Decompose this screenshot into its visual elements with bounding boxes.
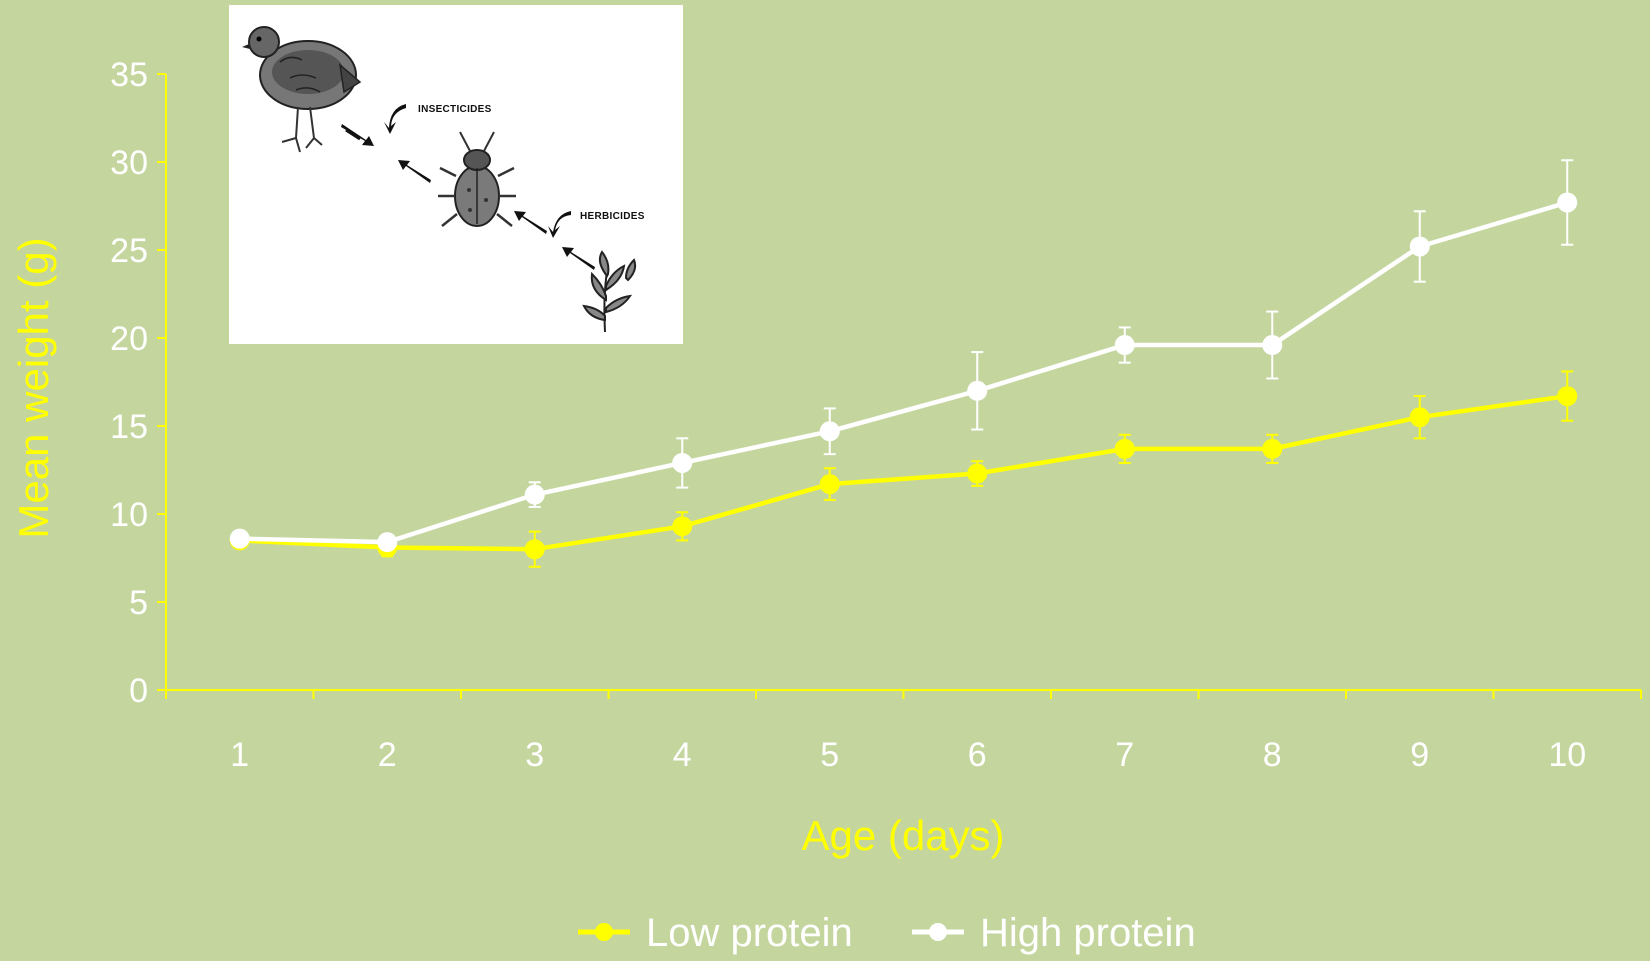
data-point [1114,438,1135,459]
data-point [229,528,250,549]
series-line [239,393,1568,552]
beetle-icon [438,131,516,227]
data-point [524,484,545,505]
x-tick-label: 5 [820,736,839,774]
plant-icon [582,250,637,333]
y-tick-label: 35 [110,56,148,94]
x-tick-label: 6 [968,736,987,774]
x-tick-label: 10 [1548,736,1586,774]
data-point [1262,438,1283,459]
y-tick-label: 0 [129,672,148,710]
legend-marker-high-protein [929,923,947,941]
x-axis-title: Age (days) [801,812,1004,859]
data-point [672,452,693,473]
data-point [819,474,840,495]
x-tick-label: 1 [230,736,249,774]
y-tick-label: 30 [110,144,148,182]
data-point [967,463,988,484]
inset-label-herbicides: HERBICIDES [580,211,645,222]
data-point [524,539,545,560]
x-tick-label: 8 [1263,736,1282,774]
legend: Low protein High protein [578,911,1196,955]
series-line [239,200,1568,545]
x-tick-label: 3 [525,736,544,774]
legend-item-low-protein: Low protein [578,911,853,955]
series-layer [229,159,1578,568]
axes: 0 5 10 15 20 25 30 35 1 2 3 4 5 6 7 8 9 10 [110,56,1642,774]
y-tick-label: 10 [110,496,148,534]
x-tick-label: 2 [378,736,397,774]
legend-marker-low-protein [595,923,613,941]
y-tick-label: 25 [110,232,148,270]
y-tick-label: 5 [129,584,148,622]
y-tick-label: 15 [110,408,148,446]
data-point [819,421,840,442]
series-low-protein [229,370,1578,568]
legend-item-high-protein: High protein [912,911,1196,955]
data-point [1409,236,1430,257]
x-tick-label: 7 [1115,736,1134,774]
inset-label-insecticides: INSECTICIDES [418,104,492,115]
legend-label-high-protein: High protein [980,911,1196,955]
data-point [967,380,988,401]
data-point [377,532,398,553]
x-tick-label: 9 [1410,736,1429,774]
data-point [1114,335,1135,356]
arrow-icon [341,104,595,270]
legend-label-low-protein: Low protein [646,911,853,955]
x-tick-label: 4 [673,736,692,774]
data-point [1557,386,1578,407]
y-tick-label: 20 [110,320,148,358]
data-point [672,516,693,537]
series-high-protein [229,159,1578,553]
y-axis-title: Mean weight (g) [10,237,57,538]
data-point [1409,407,1430,428]
quail-icon [242,26,362,153]
data-point [1262,335,1283,356]
data-point [1557,192,1578,213]
inset-illustration: INSECTICIDES HERBICIDES [229,5,683,344]
